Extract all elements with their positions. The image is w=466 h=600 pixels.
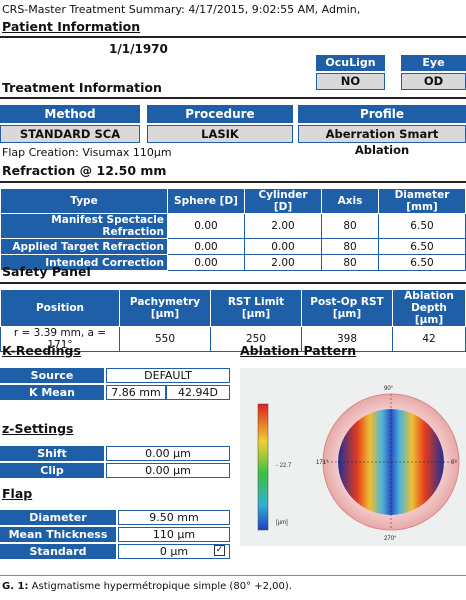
patient-info-heading: Patient Information (2, 19, 141, 34)
col-type: Type (0, 188, 168, 214)
row-diameter: 6.50 (378, 213, 466, 239)
zsettings-heading: z-Settings (2, 421, 74, 436)
clip-label: Clip (0, 463, 104, 478)
row-position: r = 3.39 mm, a = 171° (0, 326, 120, 352)
table-row: r = 3.39 mm, a = 171° 550 250 398 42 (0, 326, 466, 352)
figure-caption: G. 1: Astigmatisme hypermétropique simpl… (2, 581, 292, 592)
report-title: CRS-Master Treatment Summary: 4/17/2015,… (2, 3, 361, 16)
table-row: Applied Target Refraction 0.00 0.00 80 6… (0, 238, 466, 255)
col-position: Position (0, 289, 120, 327)
scale-unit-label: [µm] (276, 520, 288, 526)
row-axis: 80 (321, 238, 379, 255)
kmean-label: K Mean (0, 385, 104, 400)
scale-mid-label: - 22.7 (276, 463, 292, 469)
procedure-value: LASIK (147, 125, 293, 143)
divider (0, 181, 466, 183)
angle-right-label: 0° (451, 460, 457, 466)
row-ablation-depth: 42 (392, 326, 466, 352)
ablation-heading: Ablation Pattern (240, 343, 357, 358)
method-value: STANDARD SCA (0, 125, 140, 143)
col-rst-limit: RST Limit [µm] (210, 289, 302, 327)
table-row: Intended Correction 0.00 2.00 80 6.50 (0, 254, 466, 271)
row-diameter: 6.50 (378, 238, 466, 255)
angle-bottom-label: 270° (384, 536, 397, 542)
shift-label: Shift (0, 446, 104, 461)
row-cylinder: 2.00 (244, 254, 322, 271)
row-axis: 80 (321, 213, 379, 239)
flap-diameter-value: 9.50 mm (118, 510, 230, 525)
col-cylinder: Cylinder [D] (244, 188, 322, 214)
row-axis: 80 (321, 254, 379, 271)
row-cylinder: 0.00 (244, 238, 322, 255)
source-label: Source (0, 368, 104, 383)
flap-heading: Flap (2, 486, 33, 501)
row-postop-rst: 398 (301, 326, 393, 352)
divider (0, 282, 466, 284)
row-cylinder: 2.00 (244, 213, 322, 239)
col-axis: Axis (321, 188, 379, 214)
row-type: Manifest Spectacle Refraction (0, 213, 168, 239)
shift-value: 0.00 µm (106, 446, 230, 461)
ablation-svg: - 22.7 [µm] 90° 270° 171° 0° (240, 368, 466, 546)
oculign-value: NO (316, 73, 385, 90)
row-type: Intended Correction (0, 254, 168, 271)
procedure-label: Procedure (147, 105, 293, 123)
angle-left-label: 171° (316, 460, 329, 466)
refraction-heading: Refraction @ 12.50 mm (2, 163, 167, 178)
method-label: Method (0, 105, 140, 123)
dob: 1/1/1970 (109, 42, 168, 56)
stddev-checkbox[interactable]: ✓ (214, 545, 225, 556)
kreadings-heading: K-Reedings (2, 343, 81, 358)
col-sphere: Sphere [D] (167, 188, 245, 214)
refraction-table: Type Sphere [D] Cylinder [D] Axis Diamet… (0, 188, 466, 271)
col-ablation-depth: Ablation Depth [µm] (392, 289, 466, 327)
row-sphere: 0.00 (167, 213, 245, 239)
eye-value: OD (401, 73, 466, 90)
col-postop-rst: Post-Op RST [µm] (301, 289, 393, 327)
row-pachymetry: 550 (119, 326, 211, 352)
table-row: Manifest Spectacle Refraction 0.00 2.00 … (0, 213, 466, 239)
divider (0, 97, 466, 99)
divider (0, 36, 466, 38)
source-value: DEFAULT (106, 368, 230, 383)
row-type: Applied Target Refraction (0, 238, 168, 255)
ablation-pattern-image: - 22.7 [µm] 90° 270° 171° 0° (240, 368, 466, 546)
flap-stddev-field: 0 µm ✓ (118, 544, 230, 559)
clip-value: 0.00 µm (106, 463, 230, 478)
divider (0, 575, 466, 576)
safety-table: Position Pachymetry [µm] RST Limit [µm] … (0, 289, 466, 352)
row-rst-limit: 250 (210, 326, 302, 352)
kmean-d-value: 42.94D (166, 385, 230, 400)
figure-caption-text: Astigmatisme hypermétropique simple (80°… (31, 581, 292, 592)
color-scale-bar (257, 403, 269, 531)
flap-thickness-label: Mean Thickness (0, 527, 116, 542)
flap-stddev-value: 0 µm (159, 545, 189, 558)
col-diameter: Diameter [mm] (378, 188, 466, 214)
flap-creation: Flap Creation: Visumax 110µm (2, 146, 172, 159)
kmean-mm-value: 7.86 mm (106, 385, 166, 400)
flap-thickness-value: 110 µm (118, 527, 230, 542)
treatment-heading: Treatment Information (2, 80, 162, 95)
profile-label: Profile (298, 105, 466, 123)
safety-heading: Safety Panel (2, 264, 91, 279)
col-pachymetry: Pachymetry [µm] (119, 289, 211, 327)
eye-label: Eye (401, 55, 466, 71)
angle-top-label: 90° (384, 386, 394, 392)
oculign-label: OcuLign (316, 55, 385, 71)
figure-caption-prefix: G. 1: (2, 581, 29, 592)
row-sphere: 0.00 (167, 254, 245, 271)
profile-value: Aberration Smart Ablation (298, 125, 466, 157)
row-diameter: 6.50 (378, 254, 466, 271)
row-sphere: 0.00 (167, 238, 245, 255)
flap-stddev-label: Standard Deviation (0, 544, 116, 573)
flap-diameter-label: Diameter (0, 510, 116, 525)
